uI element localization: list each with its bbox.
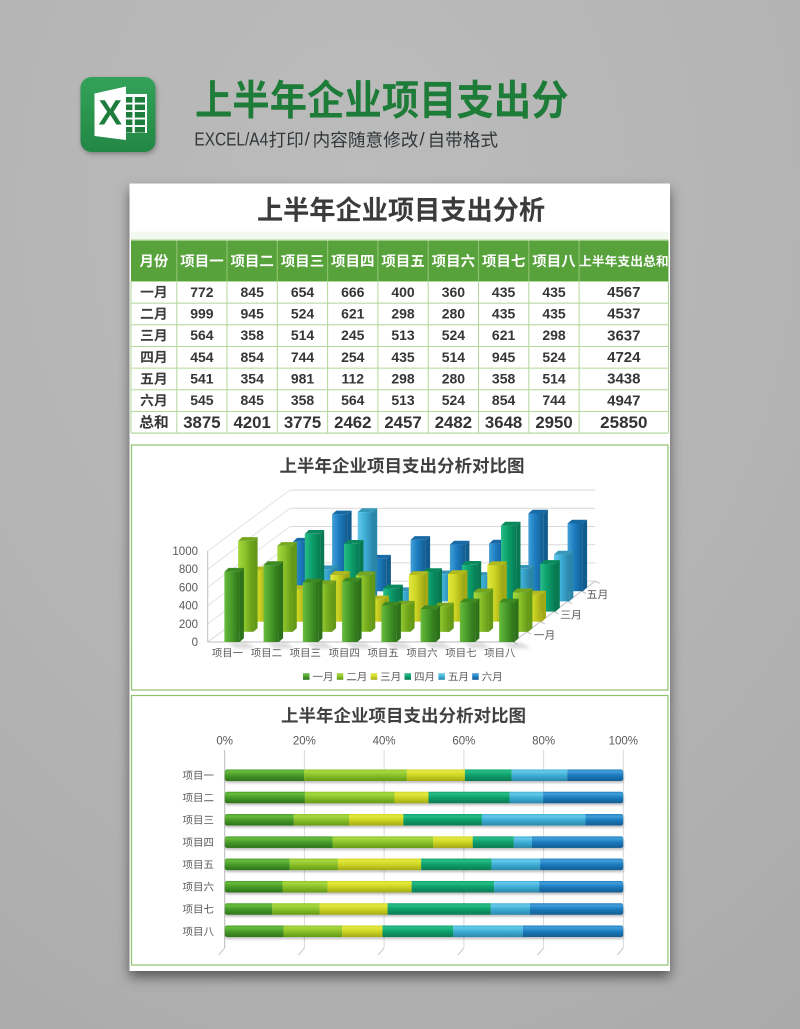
svg-text:999: 999: [190, 306, 214, 322]
svg-text:435: 435: [391, 349, 415, 365]
svg-text:40%: 40%: [373, 736, 396, 748]
svg-text:772: 772: [190, 284, 214, 300]
svg-text:564: 564: [341, 392, 365, 408]
svg-text:4947: 4947: [607, 392, 640, 409]
svg-text:354: 354: [241, 371, 265, 387]
svg-text:200: 200: [179, 619, 198, 631]
svg-text:2462: 2462: [334, 413, 371, 432]
svg-text:845: 845: [241, 392, 265, 408]
svg-text:245: 245: [341, 327, 365, 343]
svg-text:454: 454: [190, 349, 214, 365]
svg-text:513: 513: [391, 392, 415, 408]
svg-text:600: 600: [179, 582, 198, 594]
svg-text:4201: 4201: [234, 413, 271, 432]
svg-text:621: 621: [341, 306, 365, 322]
svg-text:435: 435: [492, 284, 516, 300]
svg-text:3875: 3875: [183, 413, 220, 432]
svg-text:945: 945: [241, 306, 265, 322]
svg-text:800: 800: [179, 564, 198, 576]
svg-text:25850: 25850: [600, 413, 647, 432]
svg-text:358: 358: [291, 392, 315, 408]
svg-text:4724: 4724: [607, 349, 641, 366]
svg-text:60%: 60%: [452, 736, 475, 748]
svg-text:/: /: [420, 128, 426, 149]
svg-text:20%: 20%: [293, 736, 316, 748]
svg-text:4537: 4537: [607, 306, 640, 323]
svg-text:112: 112: [342, 371, 365, 387]
svg-text:2457: 2457: [384, 413, 421, 432]
svg-text:854: 854: [492, 392, 516, 408]
svg-text:945: 945: [492, 349, 516, 365]
svg-text:654: 654: [291, 284, 315, 300]
svg-text:524: 524: [291, 306, 315, 322]
svg-text:435: 435: [542, 284, 566, 300]
svg-text:2482: 2482: [435, 413, 472, 432]
svg-text:100%: 100%: [609, 736, 638, 748]
svg-text:435: 435: [492, 306, 516, 322]
svg-text:514: 514: [291, 327, 315, 343]
svg-text:254: 254: [341, 349, 365, 365]
svg-text:4567: 4567: [607, 284, 640, 301]
svg-text:3438: 3438: [607, 371, 640, 388]
svg-text:298: 298: [542, 327, 566, 343]
svg-text:564: 564: [190, 327, 214, 343]
svg-text:EXCEL/A4: EXCEL/A4: [194, 128, 268, 149]
svg-text:1000: 1000: [172, 546, 198, 558]
svg-text:524: 524: [442, 327, 466, 343]
svg-text:514: 514: [542, 371, 566, 387]
svg-text:280: 280: [442, 371, 466, 387]
svg-text:358: 358: [492, 371, 516, 387]
svg-text:3648: 3648: [485, 413, 522, 432]
svg-text:298: 298: [391, 371, 415, 387]
svg-text:400: 400: [179, 601, 198, 613]
svg-text:80%: 80%: [532, 736, 555, 748]
svg-text:513: 513: [391, 327, 415, 343]
svg-text:744: 744: [542, 392, 566, 408]
svg-text:435: 435: [542, 306, 566, 322]
svg-text:0%: 0%: [216, 736, 233, 748]
svg-text:400: 400: [391, 284, 415, 300]
svg-text:981: 981: [291, 371, 315, 387]
svg-text:524: 524: [542, 349, 566, 365]
svg-text:854: 854: [241, 349, 265, 365]
svg-text:541: 541: [190, 371, 214, 387]
svg-text:298: 298: [391, 306, 415, 322]
svg-text:744: 744: [291, 349, 315, 365]
svg-text:/: /: [305, 128, 311, 149]
svg-text:280: 280: [442, 306, 466, 322]
svg-text:3637: 3637: [607, 327, 640, 344]
svg-text:621: 621: [492, 327, 516, 343]
svg-text:666: 666: [341, 284, 365, 300]
svg-text:360: 360: [442, 284, 466, 300]
svg-text:3775: 3775: [284, 413, 321, 432]
svg-text:2950: 2950: [535, 413, 572, 432]
svg-text:514: 514: [442, 349, 466, 365]
svg-text:845: 845: [241, 284, 265, 300]
svg-text:358: 358: [241, 327, 265, 343]
svg-text:524: 524: [442, 392, 466, 408]
svg-text:545: 545: [190, 392, 214, 408]
svg-text:0: 0: [192, 637, 198, 649]
